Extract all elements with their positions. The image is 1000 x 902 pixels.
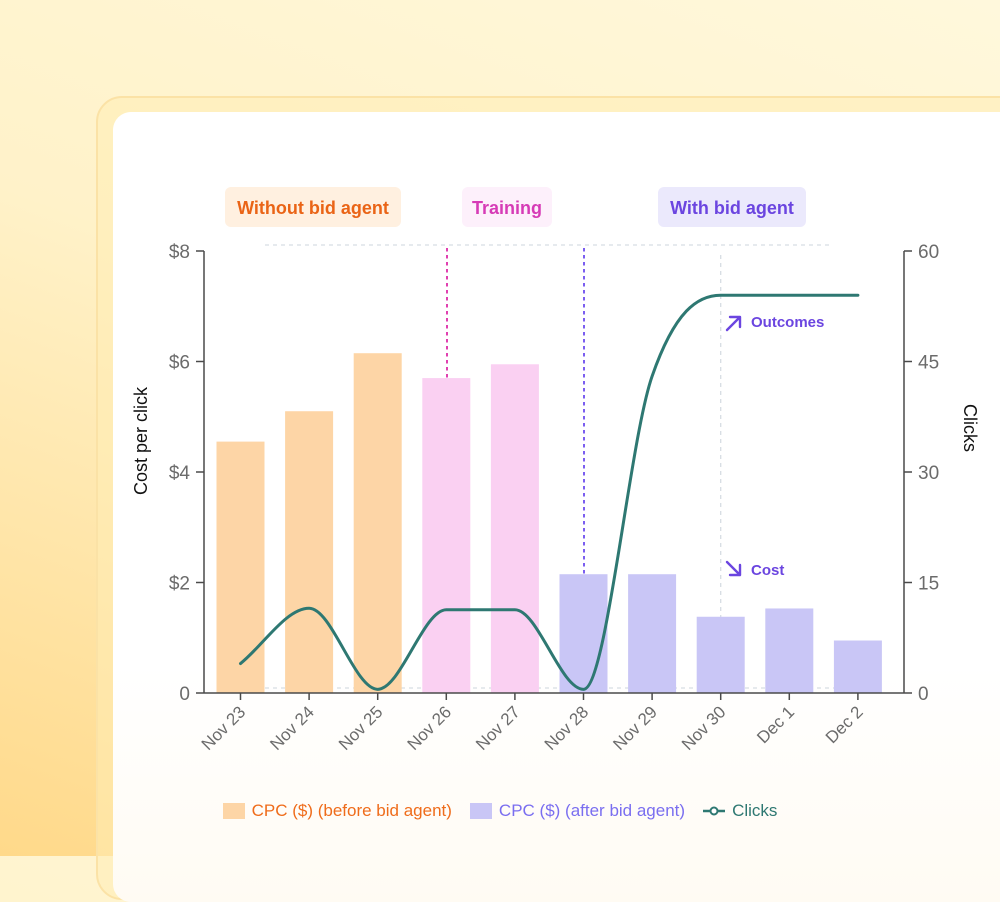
right-tick-label: 45: [918, 353, 939, 374]
bar-dec-1: [765, 608, 814, 693]
right-tick-label: 30: [918, 463, 939, 484]
legend-item-before[interactable]: CPC ($) (before bid agent): [222, 801, 452, 821]
bar-dec-2: [833, 640, 882, 693]
right-tick-label: 15: [918, 574, 939, 595]
bar-nov-25: [353, 353, 402, 693]
left-axis-title: Cost per click: [131, 386, 151, 495]
left-tick-label: $6: [169, 353, 190, 374]
legend-label-clicks: Clicks: [732, 801, 778, 820]
x-tick-label: Nov 30: [678, 702, 730, 754]
x-tick-label: Dec 1: [753, 702, 798, 747]
bar-nov-28: [559, 574, 608, 693]
legend-label-after: CPC ($) (after bid agent): [498, 801, 686, 820]
x-tick-label: Nov 24: [266, 702, 318, 754]
legend-item-after[interactable]: CPC ($) (after bid agent): [469, 801, 686, 821]
clicks-line-layer: [239, 293, 860, 691]
x-tick-label: Dec 2: [822, 702, 867, 747]
phase-dividers: [446, 248, 585, 575]
x-tick-label: Nov 27: [472, 702, 524, 754]
legend-swatch-before: [222, 803, 245, 819]
right-tick-label: 0: [918, 684, 929, 705]
left-tick-label: $4: [169, 463, 191, 484]
phase-badge-2: [658, 187, 806, 227]
annotation-label: Outcomes: [751, 314, 824, 331]
bar-nov-30: [696, 616, 745, 693]
phase-badge-0: [225, 187, 401, 227]
chart-canvas: Without bid agent Training With bid agent …: [131, 187, 980, 754]
phase-label-2: With bid agent: [670, 198, 794, 218]
bar-nov-29: [628, 574, 677, 693]
legend-swatch-after: [469, 803, 492, 819]
left-tick-label: 0: [179, 684, 190, 705]
x-tick-label: Nov 29: [609, 702, 661, 754]
x-tick-label: Nov 26: [404, 702, 456, 754]
legend-item-clicks[interactable]: Clicks: [703, 801, 777, 821]
right-tick-label: 60: [918, 242, 939, 263]
bar-nov-26: [422, 378, 471, 693]
phase-labels: Without bid agent Training With bid agent: [225, 187, 806, 227]
arrow-up-right-icon: [725, 315, 742, 332]
bar-nov-24: [285, 411, 334, 693]
bar-nov-27: [490, 364, 539, 693]
left-tick-label: $2: [169, 574, 190, 595]
annotation-cost: Cost: [725, 560, 784, 579]
left-tick-label: $8: [169, 242, 190, 263]
legend-label-before: CPC ($) (before bid agent): [251, 801, 452, 820]
phase-badge-1: [462, 187, 552, 227]
clicks-line: [239, 293, 860, 691]
phase-label-1: Training: [472, 198, 542, 218]
x-tick-label: Nov 23: [198, 702, 250, 754]
bar-nov-23: [216, 441, 265, 693]
x-tick-label: Nov 28: [541, 702, 593, 754]
right-axis-title: Clicks: [960, 404, 980, 452]
bars: [216, 353, 882, 693]
annotation-outcomes: Outcomes: [725, 314, 824, 332]
arrow-down-right-icon: [725, 560, 742, 577]
x-tick-label: Nov 25: [335, 702, 387, 754]
phase-label-0: Without bid agent: [237, 198, 389, 218]
annotation-label: Cost: [751, 562, 784, 579]
annotations: Outcomes Cost: [725, 314, 824, 579]
legend: CPC ($) (before bid agent) CPC ($) (afte…: [0, 798, 1000, 824]
legend-line-icon: [703, 806, 726, 816]
